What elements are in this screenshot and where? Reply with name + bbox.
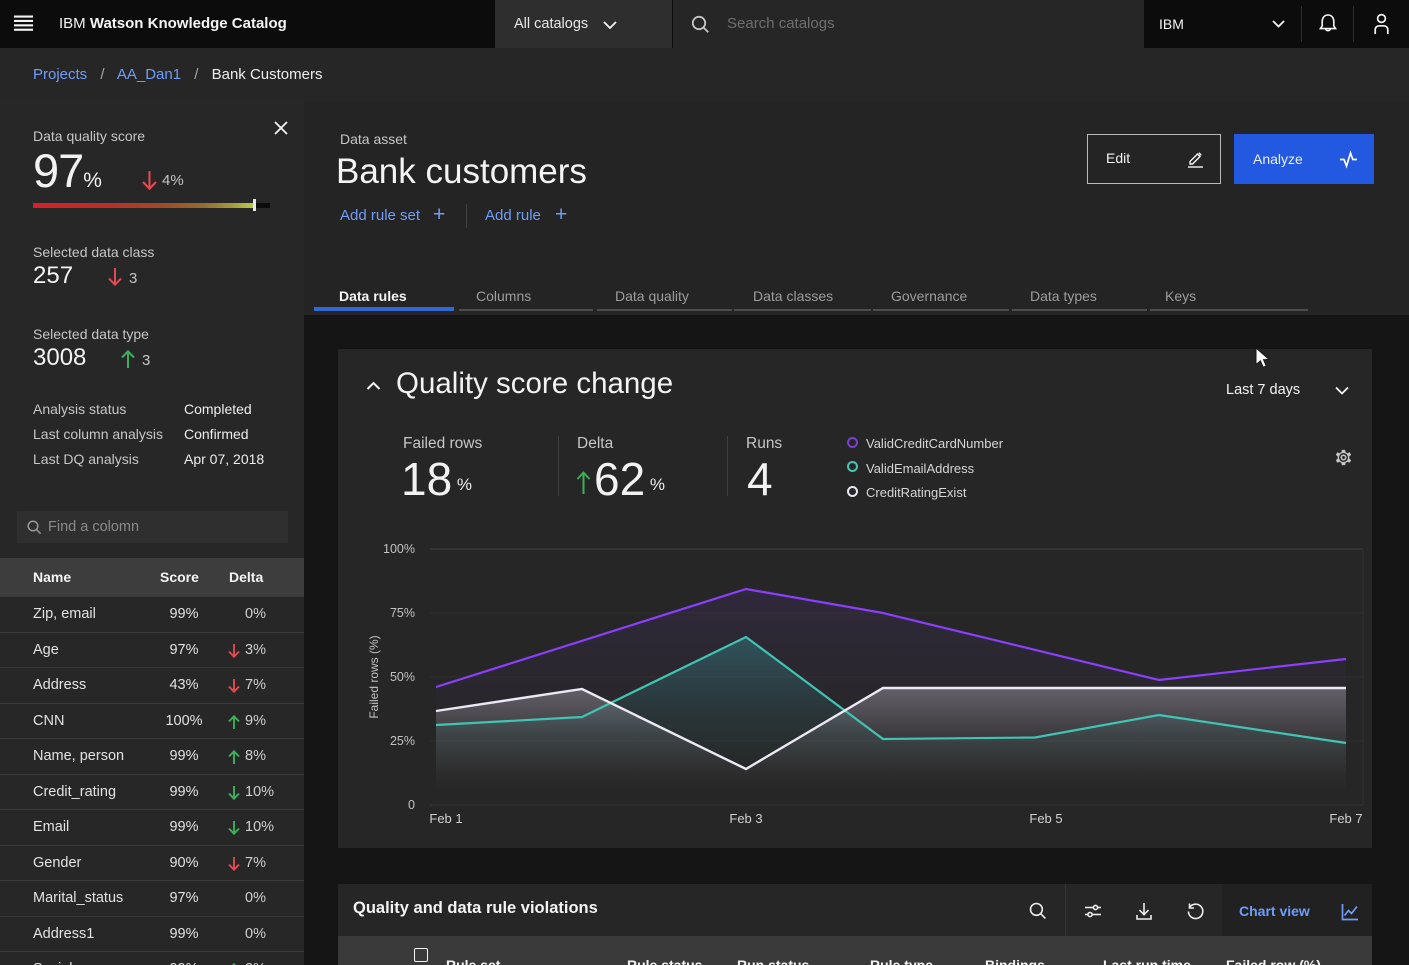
svg-text:75%: 75% [390,606,415,620]
svg-text:Feb 1: Feb 1 [429,811,462,826]
svg-text:Feb 7: Feb 7 [1329,811,1362,826]
svg-text:Feb 3: Feb 3 [729,811,762,826]
svg-text:0: 0 [408,798,415,812]
svg-text:50%: 50% [390,670,415,684]
svg-text:Failed rows (%): Failed rows (%) [367,635,381,718]
svg-text:100%: 100% [383,542,415,556]
svg-text:Feb 5: Feb 5 [1029,811,1062,826]
svg-text:25%: 25% [390,734,415,748]
